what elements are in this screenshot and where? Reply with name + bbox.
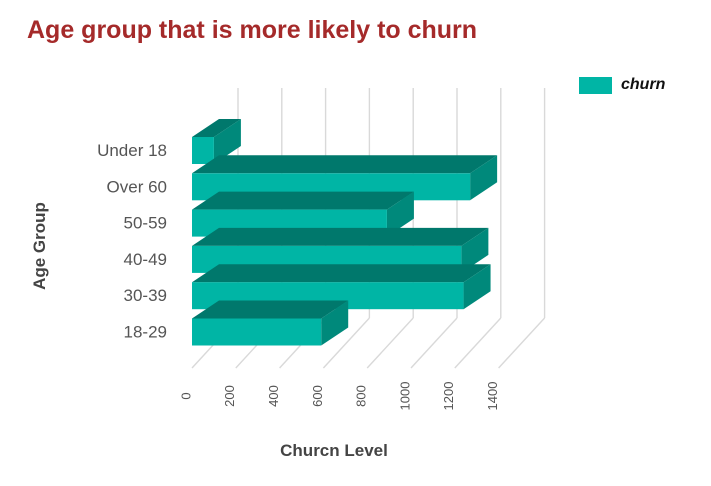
chart-title: Age group that is more likely to churn	[27, 16, 478, 44]
gridline-floor	[498, 317, 546, 369]
legend-label-churn: churn	[621, 76, 666, 93]
bar-side-face	[321, 300, 349, 346]
x-tick-label: 1000	[397, 382, 412, 411]
bar-side-face	[470, 155, 498, 201]
x-tick-label: 800	[354, 385, 369, 407]
y-tick-label: 18-29	[124, 322, 167, 341]
bar-side-face	[463, 264, 491, 310]
x-tick-label: 600	[310, 385, 325, 407]
bar-side-face	[386, 191, 414, 237]
bar-side-face	[461, 227, 489, 273]
bar-side-face	[213, 119, 241, 164]
y-tick-label: 30-39	[124, 286, 167, 305]
bar-top-face	[192, 191, 414, 210]
y-tick-label: 50-59	[124, 214, 167, 233]
bar-top-face	[192, 300, 349, 319]
y-tick-label: Under 18	[97, 141, 167, 160]
y-tick-label: 40-49	[124, 250, 167, 269]
gridline-floor	[410, 317, 458, 369]
x-tick-label: 0	[178, 392, 193, 399]
x-axis-title: Churcn Level	[280, 441, 388, 460]
bar-top-face	[192, 119, 241, 137]
gridline-floor	[366, 317, 414, 369]
legend-swatch-churn	[579, 76, 612, 94]
bar	[192, 318, 322, 346]
gridline-floor	[454, 317, 502, 369]
bar-top-face	[192, 155, 498, 174]
x-tick-label: 400	[266, 385, 281, 407]
bar-top-face	[192, 227, 489, 246]
bar	[192, 137, 214, 164]
x-tick-label: 200	[222, 385, 237, 407]
gridline-floor	[322, 317, 370, 369]
legend: churn	[579, 76, 665, 94]
bar-top-face	[192, 264, 491, 283]
x-tick-label: 1400	[485, 382, 500, 411]
y-tick-label: Over 60	[107, 177, 167, 196]
x-tick-label: 1200	[441, 382, 456, 411]
